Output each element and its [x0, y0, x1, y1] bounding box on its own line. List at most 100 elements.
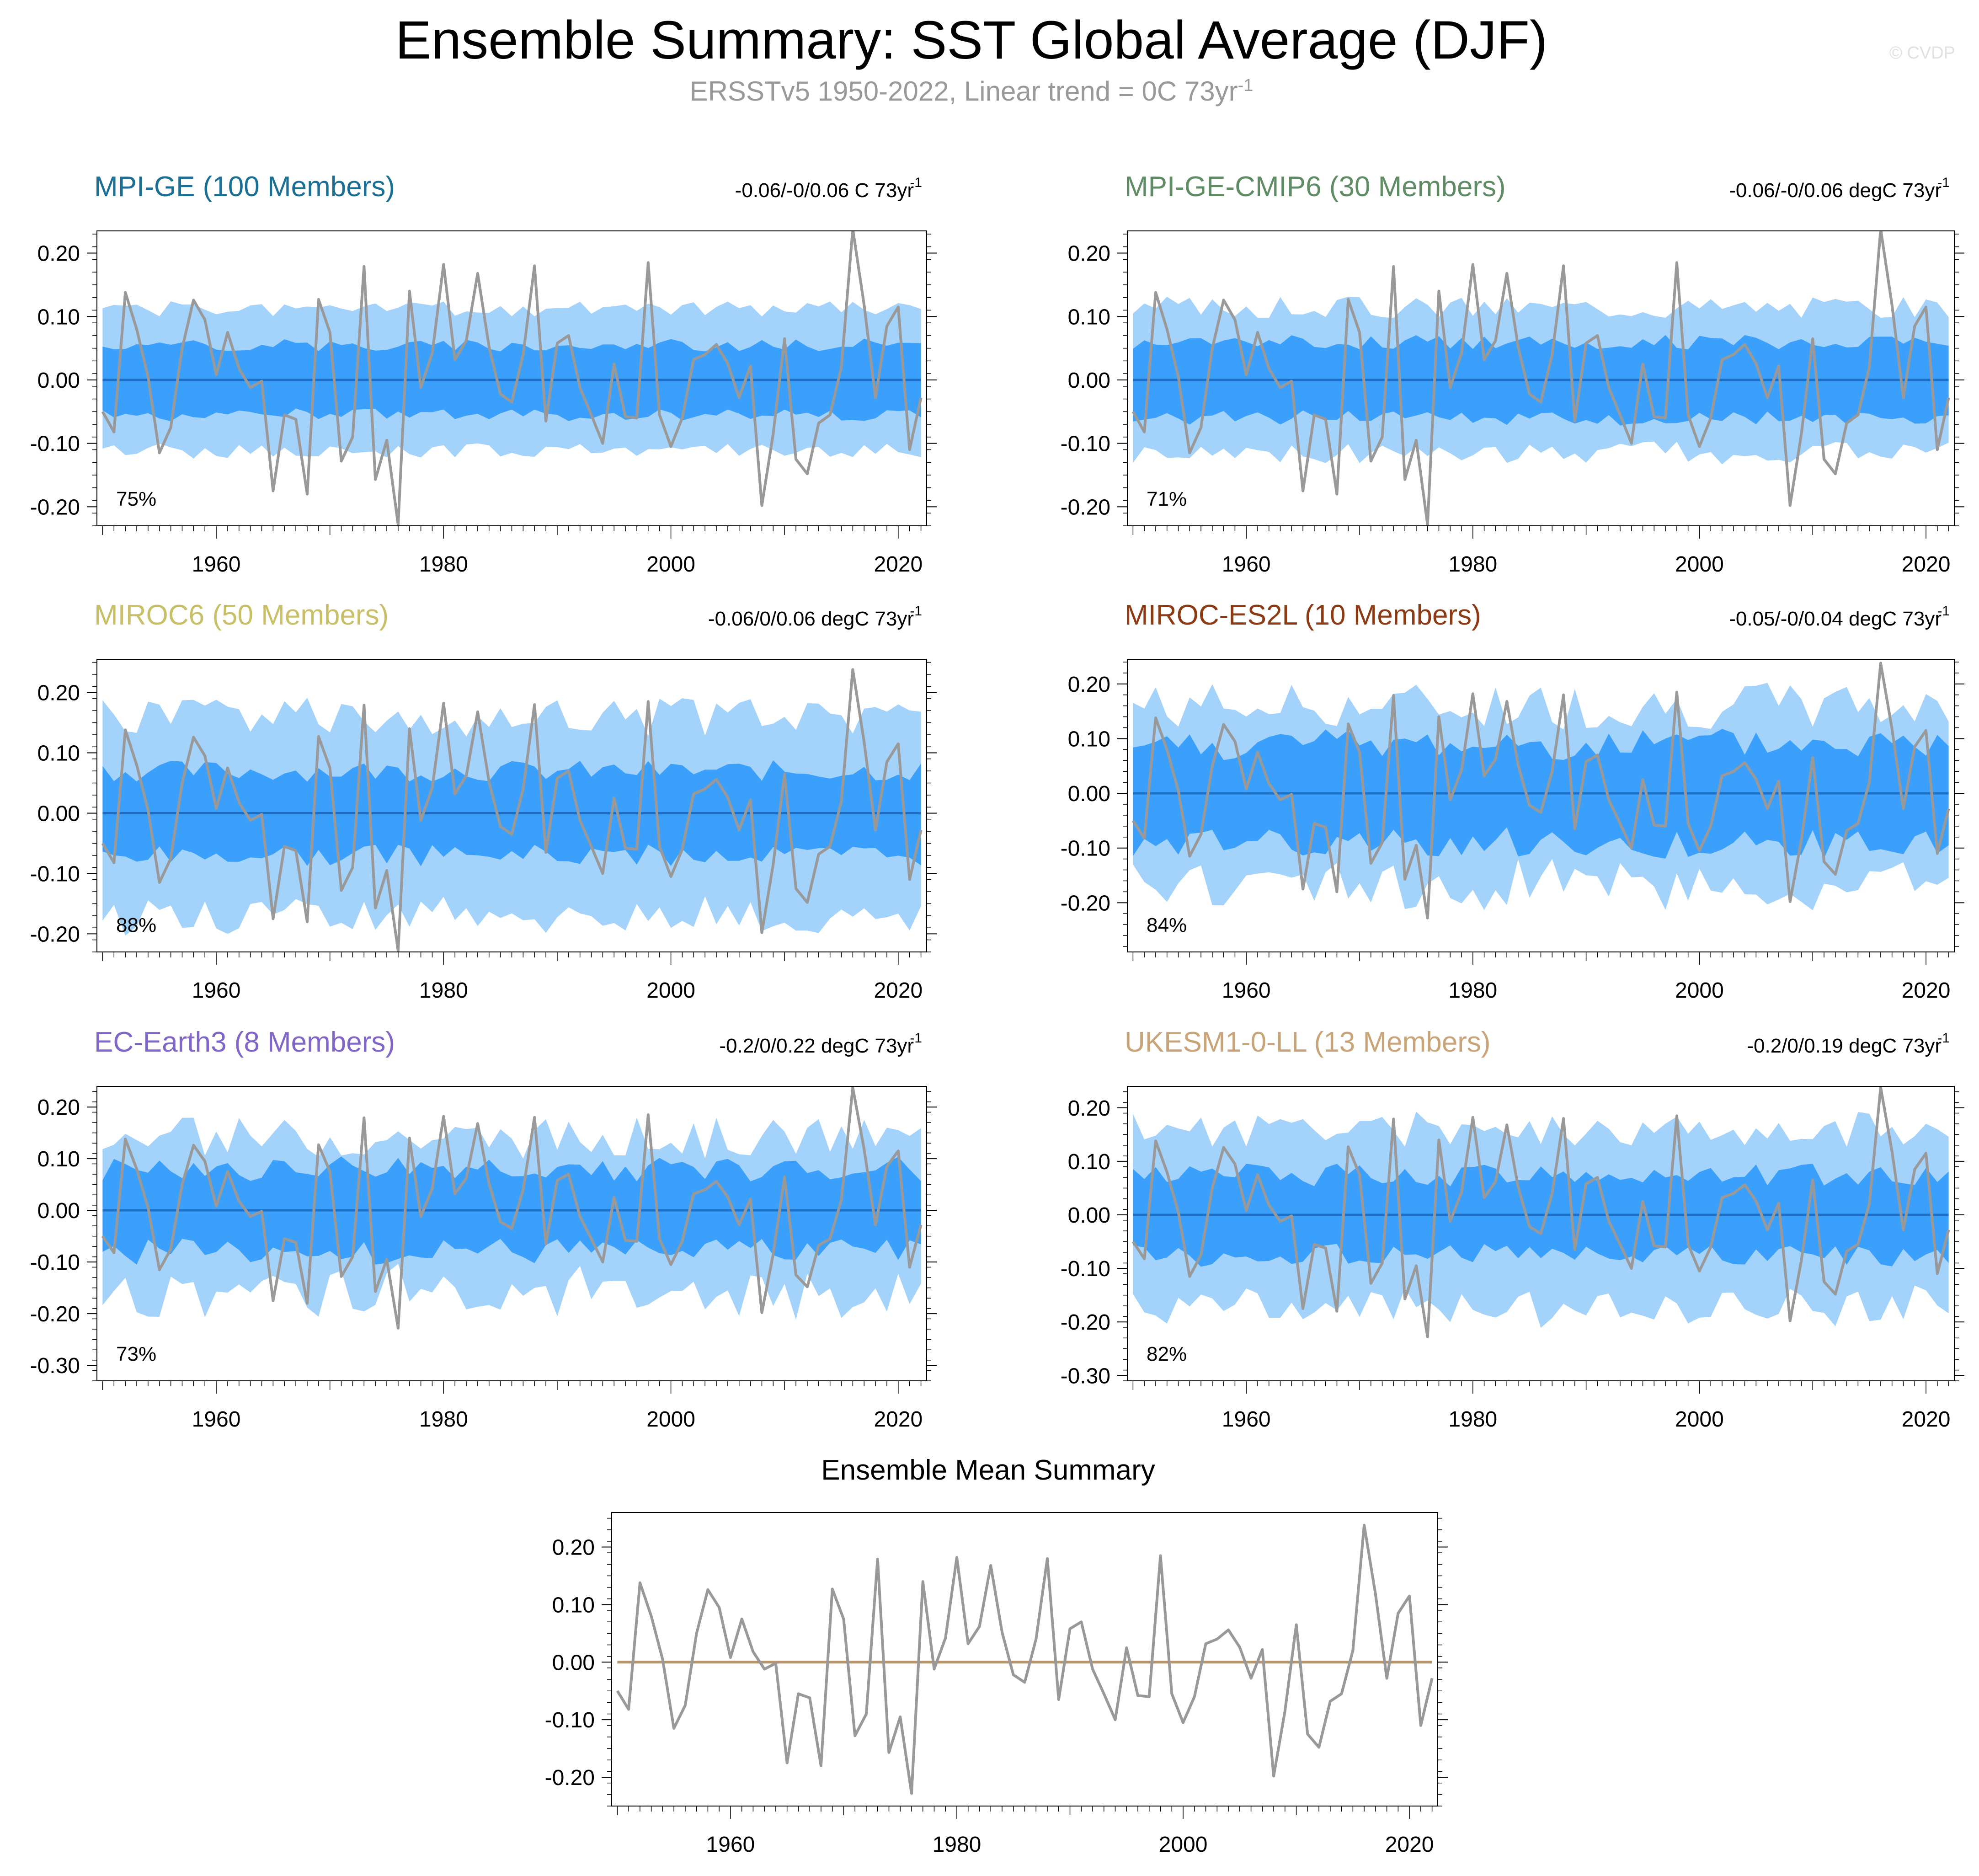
x-tick-label: 2020: [874, 978, 923, 1003]
y-tick-label: 0.20: [37, 681, 80, 706]
y-tick-label: -0.20: [1061, 1310, 1110, 1335]
x-tick-label: 1960: [706, 1833, 755, 1857]
percent-label: 84%: [1147, 914, 1187, 936]
x-tick-label: 1980: [419, 1407, 468, 1432]
plot-area: [616, 1523, 1434, 1795]
panel-title: MIROC6 (50 Members): [94, 599, 389, 631]
y-tick-label: -0.10: [545, 1708, 595, 1732]
panel-trend-label: -0.06/-0/0.06 C 73yr: [735, 179, 914, 202]
chart-panel-5: 0.20 0.10 0.00 -0.10 -0.20 -0.30 1960 1980 2000 2…: [30, 1026, 937, 1432]
x-tick-label: 2000: [1159, 1833, 1208, 1857]
y-tick-label: 0.00: [1068, 1203, 1110, 1228]
page-title: Ensemble Summary: SST Global Average (DJ…: [395, 10, 1548, 70]
y-tick-label: 0.10: [1068, 305, 1110, 329]
observed-series-line: [616, 1523, 1434, 1795]
percent-label: 71%: [1147, 488, 1187, 510]
x-tick-label: 1960: [192, 978, 241, 1003]
y-tick-label: -0.10: [1061, 837, 1110, 861]
y-tick-label: 0.20: [552, 1536, 595, 1560]
subtitle-text: ERSSTv5 1950-2022, Linear trend = 0C 73y…: [689, 76, 1238, 107]
y-tick-label: 0.10: [37, 1147, 80, 1171]
chart-panel-7: 0.20 0.10 0.00 -0.10 -0.20 1960 1980 2000 2020 En…: [545, 1454, 1448, 1857]
panel-trend-superscript: -1: [1937, 1031, 1950, 1046]
y-tick-label: 0.20: [37, 242, 80, 266]
panel-trend-label: -0.05/-0/0.04 degC 73yr: [1729, 608, 1942, 630]
x-tick-label: 2020: [1385, 1833, 1434, 1857]
panel-trend-superscript: -1: [910, 175, 922, 190]
y-tick-label: 0.20: [1068, 242, 1110, 266]
x-tick-label: 2000: [1675, 552, 1724, 577]
chart-panel-2: 0.20 0.10 0.00 -0.10 -0.20 1960 1980 2000 2020 MP…: [1061, 171, 1964, 577]
y-tick-label: 0.20: [1068, 673, 1110, 697]
y-tick-label: 0.00: [37, 1199, 80, 1223]
chart-panel-4: 0.20 0.10 0.00 -0.10 -0.20 1960 1980 2000 2020 MI…: [1061, 599, 1964, 1003]
panel-trend-label: -0.06/0/0.06 degC 73yr: [708, 608, 914, 630]
chart-panel-3: 0.20 0.10 0.00 -0.10 -0.20 1960 1980 2000 2020 MI…: [30, 599, 937, 1003]
x-tick-label: 1980: [419, 978, 468, 1003]
y-tick-label: 0.10: [552, 1593, 595, 1617]
panel-title: Ensemble Mean Summary: [821, 1454, 1155, 1486]
x-tick-label: 1980: [1448, 552, 1497, 577]
y-tick-label: 0.20: [37, 1096, 80, 1120]
x-tick-label: 2020: [1902, 1407, 1951, 1432]
panel-trend-superscript: -1: [910, 604, 922, 619]
chart-panel-1: 0.20 0.10 0.00 -0.10 -0.20 1960 1980 2000 2020 MP…: [30, 171, 937, 577]
x-tick-label: 1980: [1448, 978, 1497, 1003]
panel-trend-label: -0.06/-0/0.06 degC 73yr: [1729, 179, 1942, 202]
panel-trend-label: -0.2/0/0.22 degC 73yr: [719, 1035, 914, 1057]
observed-series-line: [101, 231, 923, 526]
x-tick-label: 1960: [1222, 552, 1271, 577]
percent-label: 88%: [116, 914, 156, 936]
x-tick-label: 2020: [874, 552, 923, 577]
y-tick-label: -0.10: [30, 862, 80, 886]
y-tick-label: 0.10: [1068, 727, 1110, 751]
y-tick-label: -0.20: [1061, 891, 1110, 915]
panel-title: MIROC-ES2L (10 Members): [1125, 599, 1481, 631]
panel-trend-superscript: -1: [1937, 175, 1950, 190]
x-tick-label: 1960: [192, 552, 241, 577]
plot-area: [101, 1086, 923, 1330]
panel-trend-label: -0.2/0/0.19 degC 73yr: [1747, 1035, 1942, 1057]
x-tick-label: 1960: [1222, 978, 1271, 1003]
y-tick-label: 0.10: [37, 305, 80, 329]
y-tick-label: -0.10: [1061, 1257, 1110, 1281]
x-tick-label: 1980: [419, 552, 468, 577]
y-tick-label: 0.10: [1068, 1150, 1110, 1174]
observed-series-line: [1131, 662, 1950, 919]
panel-trend-superscript: -1: [910, 1031, 922, 1046]
y-tick-label: -0.20: [30, 1302, 80, 1326]
observed-series-line: [101, 1086, 923, 1330]
copyright-label: © CVDP: [1889, 43, 1955, 63]
y-tick-label: 0.00: [552, 1651, 595, 1675]
plot-area: [101, 231, 923, 526]
x-tick-label: 1980: [933, 1833, 981, 1857]
page-subtitle: ERSSTv5 1950-2022, Linear trend = 0C 73y…: [0, 75, 1943, 107]
y-tick-label: 0.00: [37, 369, 80, 393]
observed-series-line: [1131, 1086, 1950, 1338]
y-tick-label: 0.20: [1068, 1096, 1110, 1121]
y-tick-label: 0.00: [1068, 369, 1110, 393]
y-tick-label: -0.20: [30, 922, 80, 946]
plot-area: [1131, 1086, 1950, 1338]
x-tick-label: 2020: [874, 1407, 923, 1432]
x-tick-label: 2020: [1902, 978, 1951, 1003]
panel-title: MPI-GE (100 Members): [94, 171, 395, 203]
plot-area: [1131, 231, 1950, 526]
x-tick-label: 2020: [1902, 552, 1951, 577]
panel-trend-superscript: -1: [1937, 604, 1950, 619]
y-tick-label: -0.10: [30, 432, 80, 456]
panel-title: MPI-GE-CMIP6 (30 Members): [1125, 171, 1506, 203]
y-tick-label: -0.20: [1061, 495, 1110, 519]
plot-area: [101, 668, 923, 952]
y-tick-label: -0.30: [30, 1354, 80, 1378]
plot-area: [1131, 662, 1950, 919]
chart-panel-6: 0.20 0.10 0.00 -0.10 -0.20 -0.30 1960 1980 2000 2…: [1061, 1026, 1964, 1432]
y-tick-label: -0.10: [1061, 432, 1110, 456]
observed-series-line: [101, 668, 923, 952]
y-tick-label: 0.00: [37, 802, 80, 826]
y-tick-label: -0.10: [30, 1251, 80, 1275]
panel-title: UKESM1-0-LL (13 Members): [1125, 1026, 1491, 1058]
y-tick-label: -0.20: [30, 495, 80, 519]
x-tick-label: 2000: [646, 978, 695, 1003]
panel-title: EC-Earth3 (8 Members): [94, 1026, 395, 1058]
